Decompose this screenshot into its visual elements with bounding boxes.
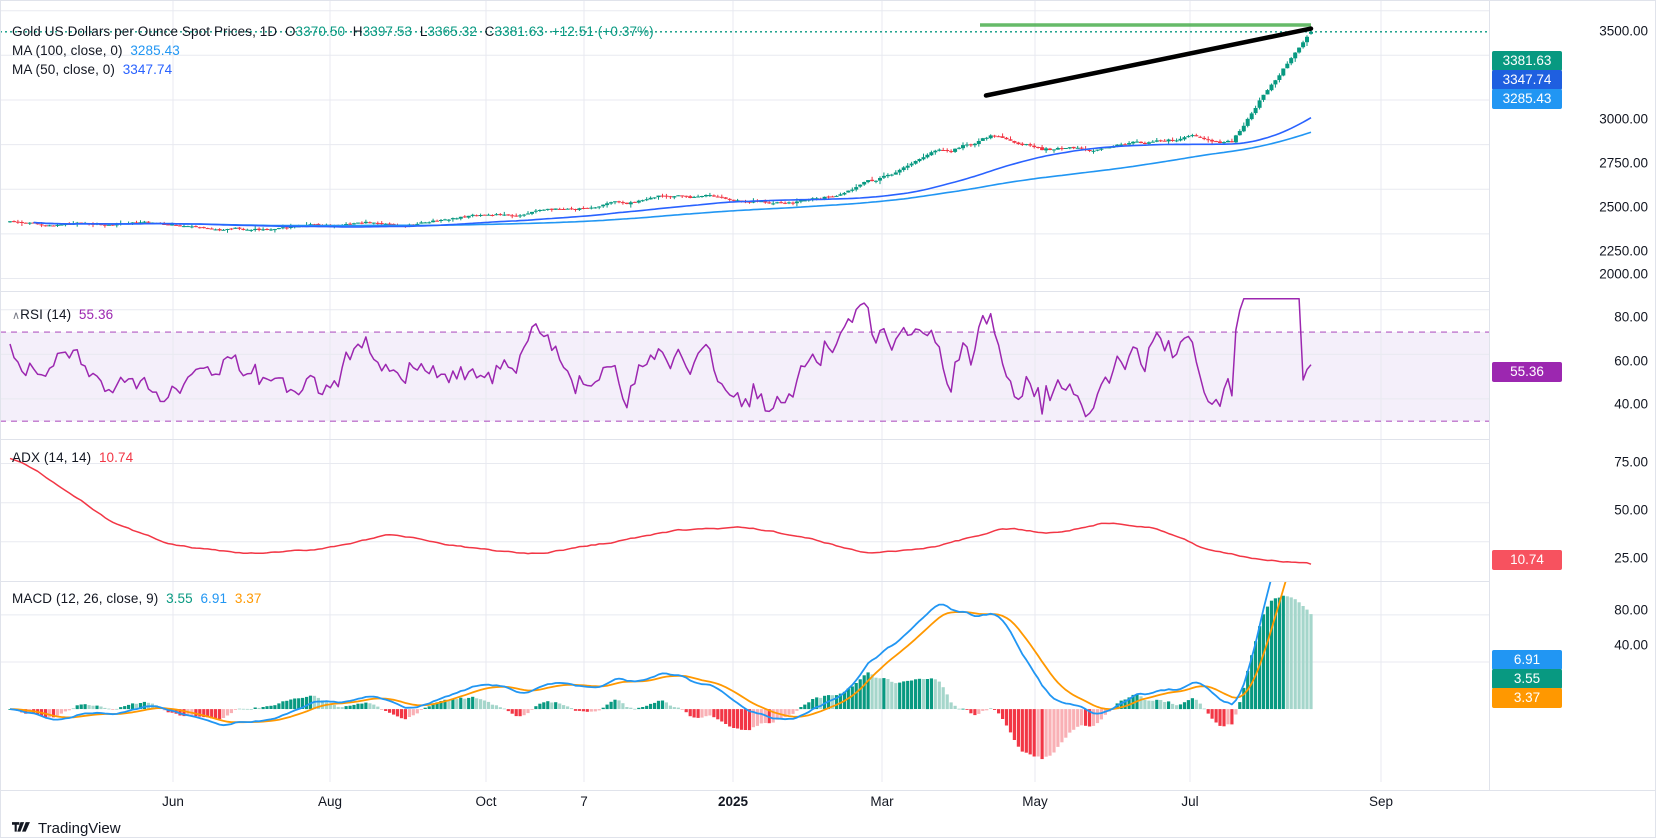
- ma100-value: 3285.43: [130, 43, 180, 58]
- footer: TradingView: [0, 818, 1656, 838]
- macd-legend: MACD (12, 26, close, 9) 3.55 6.91 3.37: [12, 589, 262, 608]
- rsi-plot-area[interactable]: [0, 292, 1489, 440]
- last-price-badge: 3381.63: [1492, 51, 1562, 71]
- time-label: Jun: [162, 794, 184, 809]
- close-label: C: [484, 24, 495, 39]
- open-value: 3370.50: [295, 24, 346, 39]
- low-label: L: [419, 24, 428, 39]
- ma50-price-badge: 3347.74: [1492, 70, 1562, 90]
- price-tick: 2000.00: [1599, 266, 1648, 282]
- time-label: 2025: [717, 794, 749, 809]
- time-label: Oct: [475, 794, 497, 809]
- time-label: May: [1022, 794, 1048, 809]
- price-tick: 3000.00: [1599, 111, 1648, 127]
- macd-signal-value: 3.37: [234, 591, 262, 606]
- high-label: H: [352, 24, 363, 39]
- rsi-tick: 60.00: [1614, 353, 1648, 369]
- rsi-tick: 80.00: [1614, 309, 1648, 325]
- pane-separator[interactable]: [0, 581, 1489, 582]
- rsi-legend: ∧RSI (14) 55.36: [12, 305, 113, 326]
- high-value: 3397.53: [362, 24, 413, 39]
- macd-axis[interactable]: 80.00 40.00 6.91 3.55 3.37: [1490, 582, 1656, 790]
- price-pane[interactable]: Gold US Dollars per Ounce Spot Prices, 1…: [0, 0, 1656, 292]
- rsi-axis[interactable]: 80.00 60.00 40.00 55.36: [1490, 292, 1656, 440]
- open-label: O: [284, 24, 296, 39]
- change-value: +12.51 (+0.37%): [551, 24, 654, 39]
- ma50-value: 3347.74: [122, 62, 173, 77]
- price-tick: 2500.00: [1599, 199, 1648, 215]
- ma100-price-badge: 3285.43: [1492, 89, 1562, 109]
- adx-label[interactable]: ADX (14, 14): [12, 450, 92, 465]
- macd-tick: 40.00: [1614, 637, 1648, 653]
- price-tick: 2250.00: [1599, 243, 1648, 259]
- rsi-value-badge: 55.36: [1492, 362, 1562, 382]
- symbol-name[interactable]: Gold US Dollars per Ounce Spot Prices: [12, 24, 253, 39]
- adx-tick: 50.00: [1614, 502, 1648, 518]
- adx-value-badge: 10.74: [1492, 550, 1562, 570]
- pane-separator[interactable]: [0, 439, 1489, 440]
- price-tick: 2750.00: [1599, 155, 1648, 171]
- macd-hist-badge: 3.55: [1492, 669, 1562, 689]
- time-axis-border: [0, 790, 1656, 791]
- adx-tick: 25.00: [1614, 550, 1648, 566]
- legend-symbol-row: Gold US Dollars per Ounce Spot Prices, 1…: [12, 24, 654, 39]
- adx-legend: ADX (14, 14) 10.74: [12, 448, 133, 467]
- macd-plot-area[interactable]: [0, 582, 1489, 790]
- rsi-pane[interactable]: ∧RSI (14) 55.36 80.00 60.00 40.00 55.36: [0, 292, 1656, 440]
- pane-separator[interactable]: [0, 291, 1489, 292]
- adx-pane[interactable]: ADX (14, 14) 10.74 75.00 50.00 25.00 10.…: [0, 440, 1656, 582]
- close-value: 3381.63: [494, 24, 544, 39]
- ma100-label[interactable]: MA (100, close, 0): [12, 43, 123, 58]
- axis-divider: [1489, 0, 1490, 790]
- legend-ma100-row: MA (100, close, 0) 3285.43: [12, 41, 654, 60]
- tradingview-brand[interactable]: TradingView: [12, 820, 121, 837]
- macd-tick: 80.00: [1614, 602, 1648, 618]
- low-value: 3365.32: [427, 24, 477, 39]
- legend-ma50-row: MA (50, close, 0) 3347.74: [12, 60, 654, 79]
- price-legend: Gold US Dollars per Ounce Spot Prices, 1…: [12, 22, 654, 79]
- rsi-label[interactable]: RSI (14): [20, 307, 72, 322]
- price-axis[interactable]: 3500.00 3000.00 2750.00 2500.00 2250.00 …: [1490, 0, 1656, 292]
- price-plot-area[interactable]: [0, 0, 1489, 292]
- tradingview-logo-icon: [12, 821, 30, 832]
- macd-line-value: 6.91: [200, 591, 228, 606]
- adx-tick: 75.00: [1614, 454, 1648, 470]
- brand-name: TradingView: [38, 819, 121, 837]
- time-label: Sep: [1368, 794, 1394, 809]
- time-axis[interactable]: Jun Aug Oct 7 2025 Mar May Jul Sep: [0, 790, 1656, 818]
- macd-hist-value: 3.55: [166, 591, 193, 606]
- rsi-collapse-icon[interactable]: ∧: [12, 310, 21, 322]
- macd-pane[interactable]: MACD (12, 26, close, 9) 3.55 6.91 3.37 8…: [0, 582, 1656, 790]
- time-label: Jul: [1181, 794, 1199, 809]
- adx-axis[interactable]: 75.00 50.00 25.00 10.74: [1490, 440, 1656, 582]
- macd-line-badge: 6.91: [1492, 650, 1562, 670]
- adx-plot-area[interactable]: [0, 440, 1489, 582]
- time-label: 7: [580, 794, 588, 809]
- macd-signal-badge: 3.37: [1492, 688, 1562, 708]
- rsi-tick: 40.00: [1614, 396, 1648, 412]
- adx-value: 10.74: [98, 450, 134, 465]
- ma50-label[interactable]: MA (50, close, 0): [12, 62, 115, 77]
- interval-label[interactable]: 1D: [259, 24, 278, 39]
- price-tick: 3500.00: [1599, 23, 1648, 39]
- rsi-value: 55.36: [78, 307, 114, 322]
- time-label: Aug: [317, 794, 343, 809]
- time-label: Mar: [870, 794, 894, 809]
- macd-label[interactable]: MACD (12, 26, close, 9): [12, 591, 159, 606]
